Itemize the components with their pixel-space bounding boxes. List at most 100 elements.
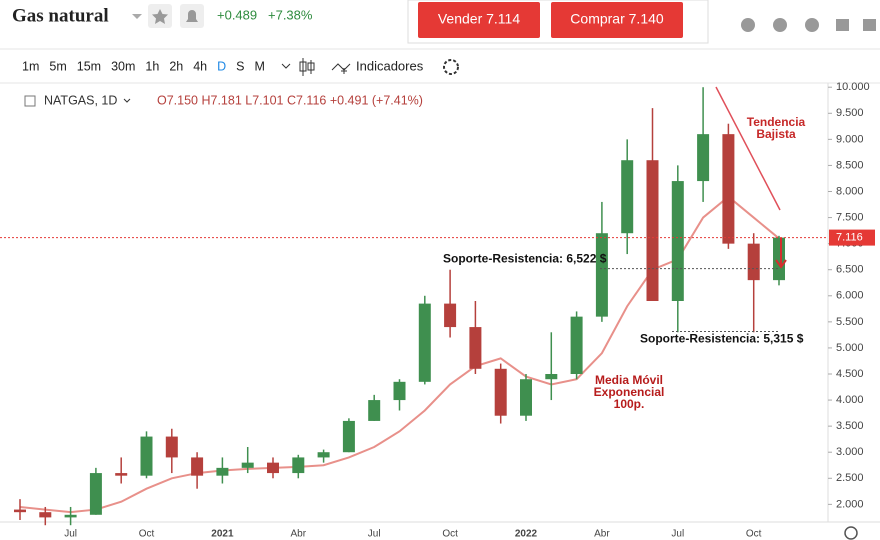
symbol-label: NATGAS, 1D <box>44 93 117 107</box>
timeframe-button[interactable]: 30m <box>111 59 135 73</box>
trend-annotation: Bajista <box>756 127 796 141</box>
x-tick-label: Oct <box>442 529 458 540</box>
candle-body <box>671 181 684 301</box>
sell-button[interactable] <box>418 2 540 38</box>
y-tick-label: 5.000 <box>836 342 864 354</box>
candle-body <box>267 462 279 474</box>
compass-icon[interactable] <box>773 18 787 32</box>
y-tick-label: 8.500 <box>836 159 864 171</box>
support-label: Soporte-Resistencia: 5,315 $ <box>640 332 804 346</box>
x-tick-label: Oct <box>139 529 155 540</box>
candle-body <box>14 509 26 513</box>
x-tick-label: Abr <box>291 529 307 540</box>
plot <box>14 87 785 526</box>
x-tick-label: Jul <box>368 529 381 540</box>
candle-body <box>722 134 735 244</box>
calendar-icon[interactable] <box>836 19 849 31</box>
change-pct: +7.38% <box>268 7 313 22</box>
timeframe-button[interactable]: S <box>236 59 244 73</box>
candle-body <box>140 436 153 476</box>
candle-body <box>444 303 457 328</box>
timeframe-button[interactable]: 2h <box>169 59 183 73</box>
news-icon[interactable] <box>863 19 876 31</box>
x-tick-label: Abr <box>594 529 610 540</box>
candle-body <box>570 316 583 374</box>
ema-annotation: Exponencial <box>594 385 665 399</box>
y-tick-label: 5.500 <box>836 316 864 328</box>
expand-icon[interactable] <box>24 95 36 107</box>
buy-button[interactable] <box>551 2 683 38</box>
x-tick-label: Jul <box>64 529 77 540</box>
y-tick-label: 6.000 <box>836 290 864 302</box>
timeframe-button[interactable]: D <box>217 59 226 73</box>
instrument-title: Gas natural <box>12 5 109 26</box>
x-tick-label: 2022 <box>515 529 538 540</box>
timeframe-button[interactable]: 4h <box>193 59 207 73</box>
y-tick-label: 8.000 <box>836 185 864 197</box>
last-price-label: 7.116 <box>836 232 863 244</box>
y-tick-label: 9.500 <box>836 107 864 119</box>
y-tick-label: 2.000 <box>836 498 864 510</box>
y-tick-label: 9.000 <box>836 133 864 145</box>
candle-body <box>494 368 507 416</box>
indicators-icon[interactable] <box>331 63 351 74</box>
y-tick-label: 6.500 <box>836 264 864 276</box>
y-tick-label: 4.500 <box>836 368 864 380</box>
y-tick-label: 3.000 <box>836 446 864 458</box>
change: +0.489 <box>217 7 257 22</box>
candle-body <box>64 514 77 518</box>
candle-body <box>393 381 406 401</box>
timeframe-button[interactable]: 1h <box>145 59 159 73</box>
ema-annotation: Media Móvil <box>595 373 663 387</box>
y-tick-label: 4.000 <box>836 394 864 406</box>
candle-body <box>368 400 381 421</box>
candle-body <box>89 473 102 515</box>
axis-settings-icon[interactable] <box>844 526 858 540</box>
candle-body <box>469 327 482 369</box>
timeframe-button[interactable]: 1m <box>22 59 39 73</box>
candle-body <box>418 303 431 382</box>
candle-body <box>292 457 305 474</box>
bell-icon <box>186 10 198 22</box>
star-icon <box>152 9 168 24</box>
more-icon[interactable] <box>281 63 291 69</box>
candle-body <box>621 160 634 234</box>
candle-body <box>317 452 330 458</box>
x-tick-label: Oct <box>746 529 762 540</box>
sell-label: Vender 7.114 <box>438 11 520 27</box>
candle-body <box>191 457 204 476</box>
candle-body <box>520 379 532 416</box>
buy-label: Comprar 7.140 <box>570 11 664 27</box>
candle-body <box>697 134 710 182</box>
y-tick-label: 3.500 <box>836 420 864 432</box>
y-tick-label: 2.500 <box>836 472 864 484</box>
support-label: Soporte-Resistencia: 6,522 $ <box>443 252 607 266</box>
candle-body <box>595 233 608 317</box>
candle-body <box>241 462 254 468</box>
clock-icon[interactable] <box>805 18 819 32</box>
pie-icon[interactable] <box>741 18 755 32</box>
settings-icon[interactable] <box>443 59 459 75</box>
timeframe-button[interactable]: 15m <box>77 59 101 73</box>
trend-line <box>715 86 781 211</box>
indicators-button[interactable]: Indicadores <box>356 58 424 73</box>
candle-body <box>773 237 785 281</box>
symbol-dropdown[interactable] <box>123 98 131 103</box>
candle-type-icon[interactable] <box>299 58 315 76</box>
timeframe-button[interactable]: M <box>255 59 265 73</box>
dropdown-icon[interactable] <box>132 14 142 19</box>
candle-body <box>216 467 229 476</box>
ema-line <box>19 195 780 514</box>
down-arrow <box>775 238 787 269</box>
ohlc-legend: O7.150 H7.181 L7.101 C7.116 +0.491 (+7.4… <box>157 93 423 107</box>
timeframe-button[interactable]: 5m <box>49 59 66 73</box>
candle-body <box>646 160 659 301</box>
candle-body <box>342 420 355 453</box>
y-tick-label: 10.000 <box>836 81 870 93</box>
last-price-tag <box>829 229 875 246</box>
candle-body <box>115 473 128 476</box>
x-tick-label: Jul <box>671 529 684 540</box>
candle-body <box>165 436 178 458</box>
candle-body <box>39 512 52 518</box>
